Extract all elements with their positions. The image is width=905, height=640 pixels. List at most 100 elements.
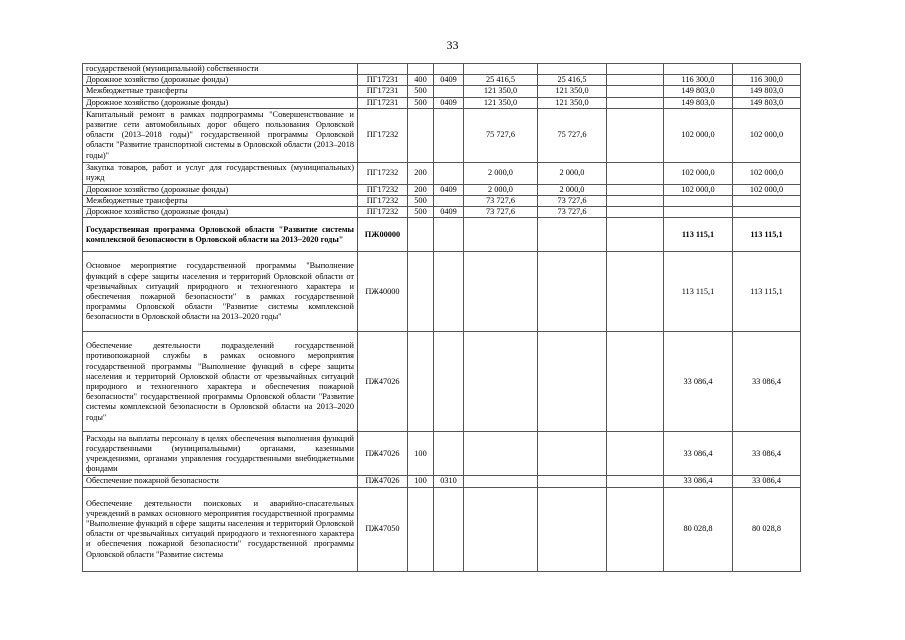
amount-1 [463, 486, 538, 572]
expense-type [407, 107, 434, 163]
section-code [433, 62, 464, 76]
amount-4: 80 028,8 [663, 486, 733, 572]
target-code [357, 62, 408, 76]
expense-type: 400 [407, 74, 434, 87]
expense-type [407, 251, 434, 333]
row-description: Дорожное хозяйство (дорожные фонды) [82, 96, 358, 109]
row-description: Закупка товаров, работ и услуг для госуд… [82, 161, 358, 185]
section-code [433, 251, 464, 333]
row-description: Государственная программа Орловской обла… [82, 217, 358, 253]
amount-1 [463, 475, 538, 488]
table-row: Капитальный ремонт в рамках подпрограммы… [82, 107, 801, 163]
section-code: 0409 [433, 96, 464, 109]
amount-4: 113 115,1 [663, 251, 733, 333]
amount-2: 73 727,6 [537, 206, 607, 219]
table-row: Дорожное хозяйство (дорожные фонды) ПГ172… [82, 96, 801, 109]
amount-2: 25 416,5 [537, 74, 607, 87]
amount-2 [537, 475, 607, 488]
section-code [433, 161, 464, 185]
row-description: государственой (муниципальной) собственн… [82, 62, 358, 76]
amount-1 [463, 431, 538, 477]
amount-1: 121 350,0 [463, 96, 538, 109]
amount-2 [537, 486, 607, 572]
amount-4: 33 086,4 [663, 331, 733, 433]
target-code: ПЖ00000 [357, 217, 408, 253]
amount-3 [606, 96, 664, 109]
amount-2: 2 000,0 [537, 161, 607, 185]
row-description: Обеспечение пожарной безопасности [82, 475, 358, 488]
expense-type: 100 [407, 475, 434, 488]
table-row: Государственная программа Орловской обла… [82, 217, 801, 253]
amount-1 [463, 217, 538, 253]
table-row: Межбюджетные трансферты ПГ17232 500 73 727,… [82, 195, 801, 208]
amount-5: 113 115,1 [732, 251, 801, 333]
page-number: 33 [446, 38, 459, 52]
amount-2: 2 000,0 [537, 183, 607, 197]
amount-3 [606, 161, 664, 185]
amount-3 [606, 183, 664, 197]
table-row: Обеспечение деятельности поисковых и ава… [82, 486, 801, 572]
amount-1 [463, 251, 538, 333]
amount-2: 121 350,0 [537, 85, 607, 98]
target-code: ПЖ47026 [357, 431, 408, 477]
table-row: Дорожное хозяйство (дорожные фонды) ПГ172… [82, 206, 801, 219]
row-description: Обеспечение деятельности поисковых и ава… [82, 486, 358, 572]
amount-4: 33 086,4 [663, 431, 733, 477]
table-row: Обеспечение деятельности подразделений г… [82, 331, 801, 433]
amount-3 [606, 195, 664, 208]
table-row: Расходы на выплаты персоналу в целях обе… [82, 431, 801, 477]
amount-3 [606, 62, 664, 76]
target-code: ПГ17231 [357, 74, 408, 87]
amount-2: 75 727,6 [537, 107, 607, 163]
target-code: ПГ17232 [357, 183, 408, 197]
amount-3 [606, 486, 664, 572]
expense-type: 500 [407, 206, 434, 219]
amount-3 [606, 217, 664, 253]
amount-3 [606, 206, 664, 219]
amount-4: 102 000,0 [663, 183, 733, 197]
expense-type: 500 [407, 96, 434, 109]
amount-4: 113 115,1 [663, 217, 733, 253]
row-description: Дорожное хозяйство (дорожные фонды) [82, 206, 358, 219]
amount-1 [463, 62, 538, 76]
expense-type [407, 331, 434, 433]
row-description: Межбюджетные трансферты [82, 85, 358, 98]
section-code [433, 107, 464, 163]
amount-2 [537, 431, 607, 477]
section-code [433, 195, 464, 208]
section-code [433, 85, 464, 98]
target-code: ПЖ47026 [357, 475, 408, 488]
amount-4: 149 803,0 [663, 85, 733, 98]
amount-4 [663, 195, 733, 208]
target-code: ПГ17232 [357, 195, 408, 208]
row-description: Основное мероприятие государственной про… [82, 251, 358, 333]
row-description: Капитальный ремонт в рамках подпрограммы… [82, 107, 358, 163]
amount-4 [663, 206, 733, 219]
amount-5: 80 028,8 [732, 486, 801, 572]
expense-type: 500 [407, 195, 434, 208]
amount-3 [606, 85, 664, 98]
amount-5 [732, 195, 801, 208]
expense-type: 100 [407, 431, 434, 477]
target-code: ПГ17232 [357, 206, 408, 219]
amount-2 [537, 251, 607, 333]
expense-type: 200 [407, 183, 434, 197]
section-code [433, 217, 464, 253]
amount-1: 25 416,5 [463, 74, 538, 87]
target-code: ПЖ47026 [357, 331, 408, 433]
section-code: 0409 [433, 74, 464, 87]
amount-5: 102 000,0 [732, 183, 801, 197]
target-code: ПЖ47050 [357, 486, 408, 572]
amount-4: 102 000,0 [663, 107, 733, 163]
amount-1 [463, 331, 538, 433]
budget-table: государственой (муниципальной) собственн… [82, 62, 801, 572]
target-code: ПГ17232 [357, 161, 408, 185]
table-row: Закупка товаров, работ и услуг для госуд… [82, 161, 801, 185]
amount-2: 121 350,0 [537, 96, 607, 109]
section-code: 0409 [433, 206, 464, 219]
expense-type [407, 486, 434, 572]
target-code: ПГ17231 [357, 85, 408, 98]
amount-2 [537, 331, 607, 433]
amount-3 [606, 431, 664, 477]
amount-1: 2 000,0 [463, 183, 538, 197]
